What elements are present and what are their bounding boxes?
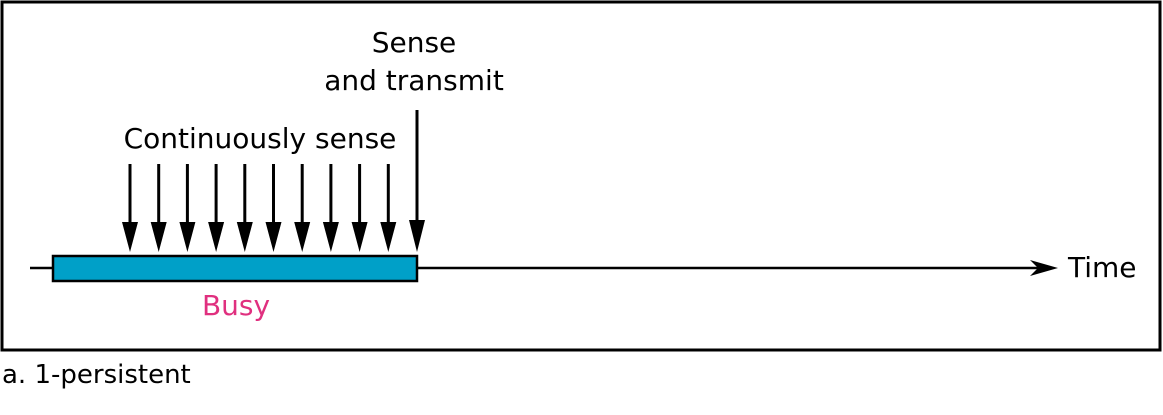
continuously-sense-label: Continuously sense bbox=[124, 122, 397, 155]
sense-arrow bbox=[322, 164, 339, 252]
time-label: Time bbox=[1067, 251, 1137, 284]
diagram-frame bbox=[0, 0, 1162, 352]
sense-arrow bbox=[380, 164, 397, 252]
sense-arrow bbox=[208, 164, 225, 252]
continuous-sense-arrows bbox=[122, 164, 397, 252]
time-axis-arrowhead bbox=[1030, 260, 1058, 276]
sense-arrow bbox=[150, 164, 167, 252]
sense-arrow bbox=[351, 164, 368, 252]
diagram-caption: a. 1-persistent bbox=[2, 360, 191, 390]
sense-arrow bbox=[179, 164, 196, 252]
busy-label: Busy bbox=[202, 289, 270, 322]
and-transmit-label: and transmit bbox=[324, 64, 504, 97]
sense-label: Sense bbox=[372, 26, 457, 59]
sense-arrow bbox=[294, 164, 311, 252]
sense-and-transmit-arrow bbox=[409, 110, 425, 252]
sense-arrow bbox=[265, 164, 282, 252]
sense-arrow bbox=[236, 164, 253, 252]
sense-arrow bbox=[122, 164, 138, 252]
busy-bar bbox=[51, 254, 419, 283]
